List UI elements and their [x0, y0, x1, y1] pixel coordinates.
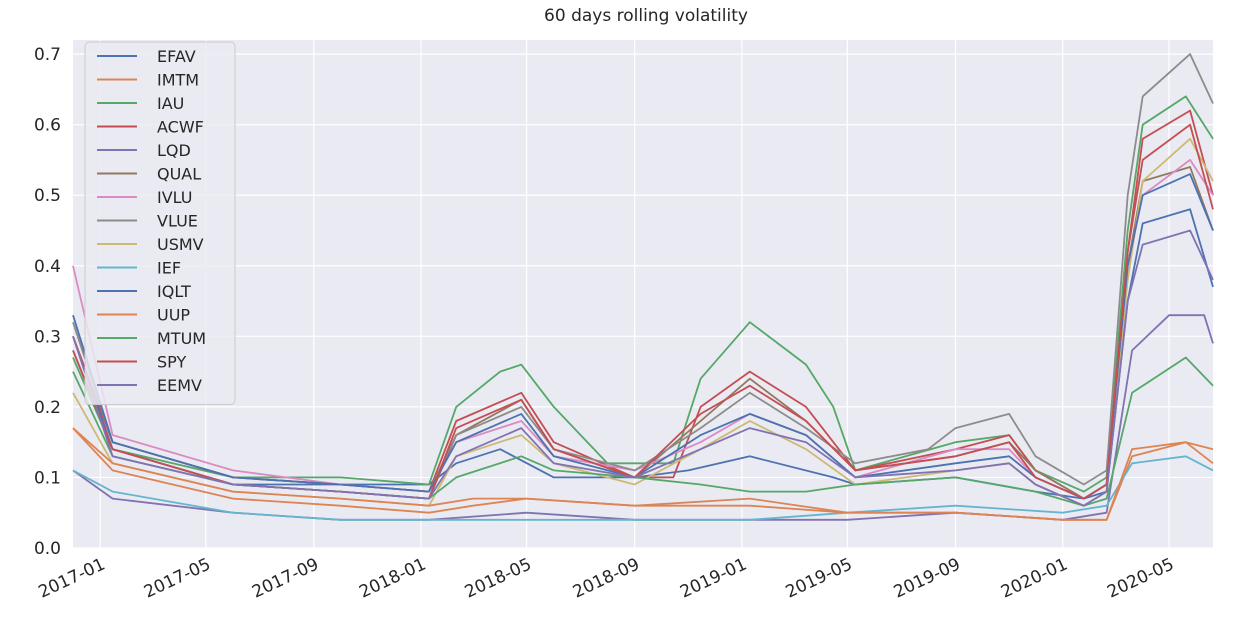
legend-label: QUAL — [157, 165, 201, 184]
legend-label: IAU — [157, 94, 184, 113]
series-line-uup — [72, 427, 1214, 521]
y-tick-label: 0.5 — [34, 186, 61, 206]
legend-label: ACWF — [157, 118, 204, 137]
series-line-eemv — [72, 229, 1214, 507]
legend-label: IQLT — [157, 282, 191, 301]
x-tick-label: 2017-01 — [36, 554, 109, 602]
legend-label: USMV — [157, 235, 204, 254]
y-tick-label: 0.7 — [34, 45, 61, 65]
legend: EFAV IMTM IAU ACWF LQD QUAL IVLU VLUE USMV IEF IQL… — [84, 41, 236, 405]
x-tick-label: 2019-01 — [677, 554, 750, 602]
x-tick-label: 2020-01 — [998, 554, 1071, 602]
x-tick-label: 2017-09 — [249, 554, 322, 602]
legend-label: VLUE — [157, 212, 198, 231]
series-lines — [72, 53, 1214, 521]
legend-label: EFAV — [157, 47, 196, 66]
x-axis-ticks: 2017-01 2017-05 2017-09 2018-01 2018-05 2018-… — [36, 554, 1178, 602]
x-tick-label: 2019-09 — [891, 554, 964, 602]
legend-label: SPY — [157, 353, 186, 372]
y-tick-label: 0.6 — [34, 116, 61, 136]
legend-label: LQD — [157, 141, 191, 160]
chart-title: 60 days rolling volatility — [544, 6, 748, 26]
y-axis-ticks: 0.0 0.1 0.2 0.3 0.4 0.5 0.6 0.7 — [34, 45, 61, 559]
legend-label: IMTM — [157, 71, 199, 90]
y-tick-label: 0.2 — [34, 398, 61, 418]
y-tick-label: 0.1 — [34, 468, 61, 488]
x-tick-label: 2018-01 — [356, 554, 429, 602]
legend-label: EEMV — [157, 376, 202, 395]
y-tick-label: 0.0 — [34, 539, 61, 559]
x-tick-label: 2018-09 — [570, 554, 643, 602]
y-tick-label: 0.3 — [34, 327, 61, 347]
legend-label: UUP — [157, 306, 190, 325]
series-line-ief — [72, 455, 1214, 521]
x-tick-label: 2017-05 — [141, 554, 214, 602]
legend-label: IEF — [157, 259, 181, 278]
x-tick-label: 2020-05 — [1104, 554, 1177, 602]
legend-label: MTUM — [157, 329, 206, 348]
x-tick-label: 2018-05 — [462, 554, 535, 602]
x-tick-label: 2019-05 — [783, 554, 856, 602]
legend-label: IVLU — [157, 188, 193, 207]
y-tick-label: 0.4 — [34, 257, 61, 277]
series-line-imtm — [72, 427, 1214, 521]
